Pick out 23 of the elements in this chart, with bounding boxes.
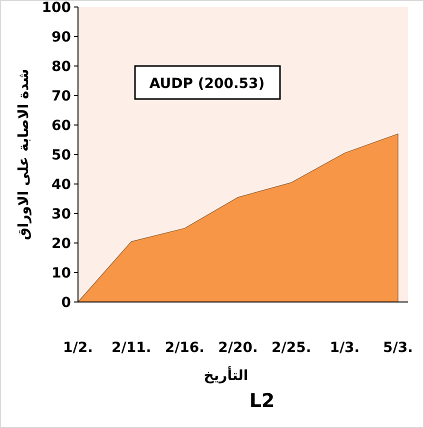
x-tick-label: 5/3. <box>383 340 413 356</box>
text: L2 <box>249 390 275 412</box>
y-tick-label: 70 <box>52 88 72 104</box>
y-tick-label: 30 <box>52 206 72 222</box>
y-tick-label: 10 <box>52 266 72 282</box>
x-tick-label: 2/16. <box>164 340 204 356</box>
y-tick-label: 80 <box>52 59 72 75</box>
y-tick-label: 40 <box>52 177 72 193</box>
x-tick-label: 2/11. <box>112 340 152 356</box>
y-axis-title: شدة الاصابة على الاوراق <box>16 68 32 240</box>
x-tick-label: 1/3. <box>330 340 360 356</box>
x-tick-label: 2/25. <box>272 340 312 356</box>
y-tick-label: 60 <box>52 118 72 134</box>
x-axis-title: التأريخ <box>204 366 248 384</box>
y-tick-label: 20 <box>52 236 72 252</box>
annotation-box: AUDP (200.53) <box>134 65 281 100</box>
y-tick-label: 50 <box>52 148 72 164</box>
y-tick-label: 90 <box>52 30 72 46</box>
x-tick-label: 1/2. <box>63 340 93 356</box>
y-tick-label: 0 <box>61 295 72 311</box>
y-tick-label: 100 <box>42 0 72 16</box>
x-tick-label: 2/20. <box>218 340 258 356</box>
annotation: AUDP (200.53) <box>149 76 265 92</box>
